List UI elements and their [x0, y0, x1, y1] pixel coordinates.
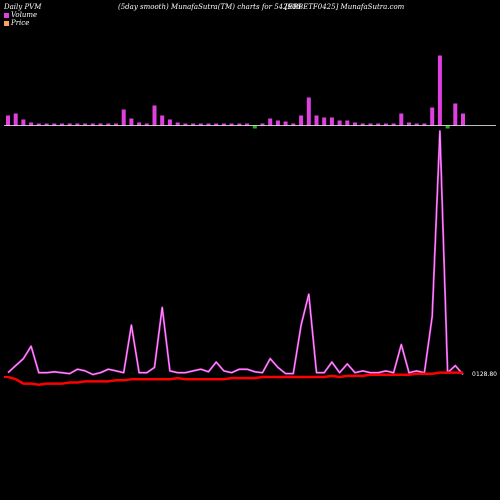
- volume-bar: [75, 123, 80, 126]
- pvm-line-outer: [7, 130, 464, 376]
- chart-title: (5day smooth) MunafaSutra(TM) charts for…: [118, 3, 301, 11]
- volume-bar: [453, 103, 458, 126]
- volume-bar: [36, 123, 41, 126]
- volume-bar: [399, 113, 404, 126]
- line-series: [4, 130, 464, 386]
- volume-bar: [268, 118, 273, 126]
- volume-bar: [206, 123, 211, 126]
- volume-bar: [13, 113, 18, 126]
- price-end-label: 128.80: [476, 371, 497, 378]
- volume-bar: [414, 123, 419, 126]
- legend-volume-label: Volume: [11, 11, 38, 19]
- volume-bar: [275, 120, 280, 126]
- volume-bar: [260, 123, 265, 126]
- volume-bar: [60, 123, 64, 126]
- volume-bar: [52, 123, 57, 126]
- volume-bar: [345, 120, 350, 126]
- legend-volume-swatch: [4, 12, 9, 18]
- volume-bar: [160, 115, 165, 126]
- legend-price-swatch: [4, 20, 9, 26]
- pvm-line-inner: [7, 130, 464, 375]
- volume-bar: [106, 123, 111, 126]
- volume-bar: [191, 123, 196, 126]
- volume-bar: [337, 120, 342, 126]
- volume-bar: [152, 105, 157, 126]
- volume-bar: [90, 123, 95, 126]
- volume-bar: [114, 123, 118, 126]
- volume-bar: [383, 123, 388, 126]
- volume-bar: [245, 123, 250, 126]
- volume-end-label: 0: [472, 371, 476, 378]
- volume-bars: [6, 55, 465, 129]
- chart-label-left: Daily PVM: [4, 3, 42, 11]
- volume-bar: [291, 123, 296, 126]
- volume-bar: [368, 123, 373, 126]
- volume-bar: [461, 113, 465, 126]
- volume-bar: [322, 117, 327, 126]
- volume-bar: [44, 123, 49, 126]
- volume-bar: [299, 115, 304, 126]
- volume-bar: [360, 123, 365, 126]
- volume-bar: [137, 122, 142, 126]
- volume-bar: [121, 109, 126, 126]
- price-line: [7, 371, 463, 386]
- volume-bar: [306, 97, 311, 126]
- volume-bar: [198, 123, 203, 126]
- volume-bar: [422, 123, 427, 126]
- volume-bar: [430, 107, 435, 126]
- legend-price: Price: [4, 19, 29, 27]
- volume-bar: [353, 122, 357, 126]
- volume-bar: [229, 123, 234, 126]
- legend-price-label: Price: [11, 19, 30, 27]
- volume-bar: [21, 119, 26, 126]
- volume-bar: [67, 123, 72, 126]
- volume-bar: [221, 123, 226, 126]
- volume-bar: [437, 55, 442, 126]
- volume-bar: [252, 125, 257, 129]
- volume-bar: [445, 125, 450, 129]
- volume-bar: [183, 123, 188, 126]
- volume-bar: [175, 122, 180, 126]
- volume-bar: [167, 119, 172, 126]
- volume-bar: [329, 117, 334, 126]
- volume-bar: [6, 115, 10, 126]
- volume-bar: [144, 123, 149, 126]
- site-label: [EBBETF0425] MunafaSutra.com: [285, 3, 405, 11]
- volume-bar: [314, 115, 319, 126]
- volume-bar: [129, 118, 134, 126]
- volume-bar: [98, 123, 103, 126]
- volume-bar: [29, 122, 34, 126]
- volume-bar: [237, 123, 242, 126]
- legend-volume: Volume: [4, 11, 37, 19]
- volume-bar: [391, 123, 396, 126]
- volume-bar: [376, 123, 381, 126]
- volume-bar: [83, 123, 88, 126]
- volume-bar: [214, 123, 219, 126]
- volume-bar: [283, 121, 288, 126]
- volume-bar: [407, 122, 411, 126]
